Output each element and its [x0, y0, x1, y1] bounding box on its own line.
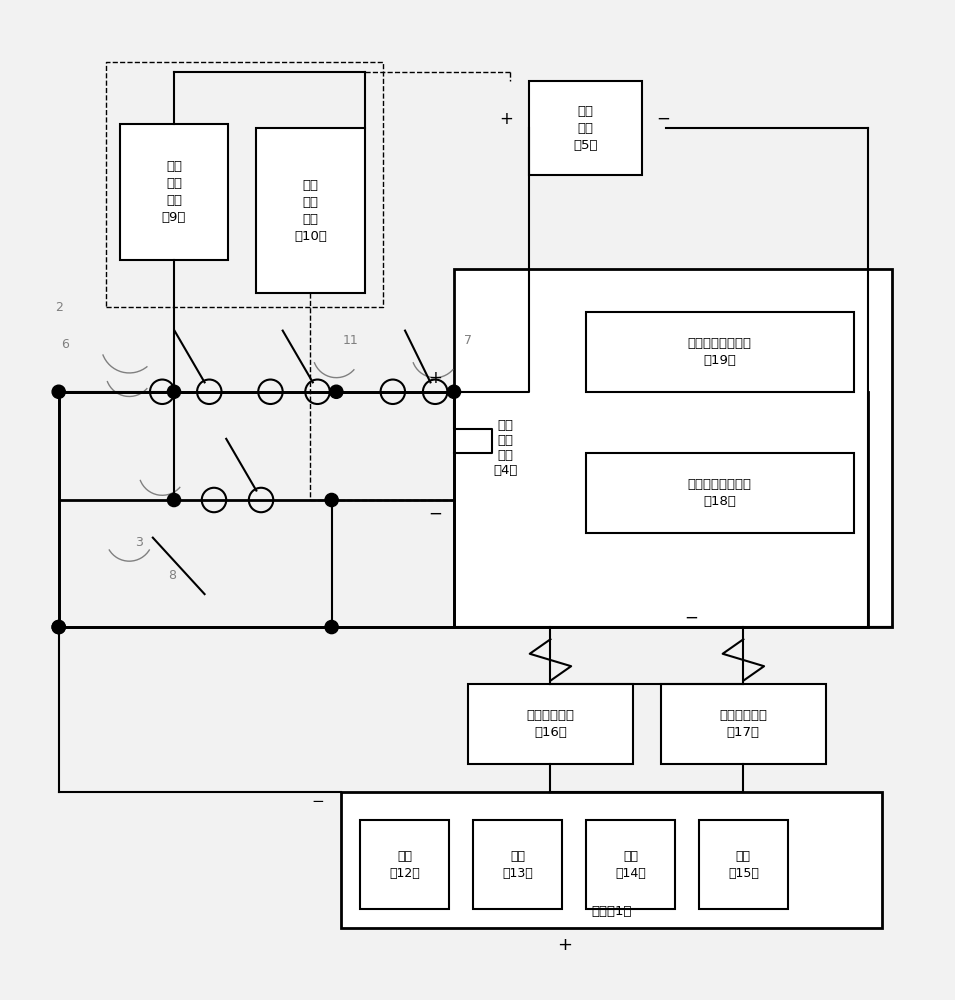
Text: −: − — [428, 505, 442, 523]
Bar — [585, 820, 675, 909]
Text: 整车
控制
模块
（10）: 整车 控制 模块 （10） — [294, 179, 327, 243]
Circle shape — [325, 493, 338, 507]
Bar — [360, 820, 449, 909]
Bar — [120, 124, 228, 260]
Bar — [454, 269, 892, 627]
Bar — [661, 684, 826, 764]
Bar — [585, 312, 854, 392]
Text: 8: 8 — [168, 569, 176, 582]
Text: 钥匙
开关
模块
（9）: 钥匙 开关 模块 （9） — [161, 160, 186, 224]
Bar — [529, 81, 642, 175]
Text: 3: 3 — [135, 536, 142, 549]
Text: 电压差值均衡模块
（18）: 电压差值均衡模块 （18） — [688, 478, 752, 508]
Text: −: − — [685, 609, 698, 627]
Text: −: − — [656, 110, 669, 128]
Text: 7: 7 — [464, 334, 472, 347]
Circle shape — [53, 620, 65, 634]
Text: 电量转移模块
（17）: 电量转移模块 （17） — [719, 709, 768, 739]
Text: +: + — [499, 110, 513, 128]
Circle shape — [329, 385, 343, 398]
Text: 单体
（15）: 单体 （15） — [728, 850, 759, 880]
Text: 单体
（13）: 单体 （13） — [502, 850, 533, 880]
Bar — [473, 820, 562, 909]
Text: 电池（1）: 电池（1） — [591, 905, 632, 918]
Text: 单体
（14）: 单体 （14） — [615, 850, 646, 880]
Circle shape — [53, 620, 65, 634]
Bar — [256, 128, 365, 293]
Text: 单体
（12）: 单体 （12） — [390, 850, 420, 880]
Bar — [341, 792, 882, 928]
Text: 电源
管理
模块
（4）: 电源 管理 模块 （4） — [494, 419, 518, 477]
Circle shape — [53, 385, 65, 398]
Text: 电压采样模块
（16）: 电压采样模块 （16） — [526, 709, 575, 739]
Circle shape — [325, 620, 338, 634]
Bar — [699, 820, 788, 909]
Circle shape — [167, 385, 180, 398]
Text: 低压
负载
（5）: 低压 负载 （5） — [574, 105, 598, 152]
Text: 11: 11 — [343, 334, 358, 347]
Text: +: + — [428, 369, 442, 387]
Circle shape — [167, 493, 180, 507]
Bar — [468, 684, 633, 764]
Text: 6: 6 — [61, 338, 69, 351]
Text: −: − — [311, 794, 324, 809]
Text: 容量差值均衡模块
（19）: 容量差值均衡模块 （19） — [688, 337, 752, 367]
Circle shape — [447, 385, 460, 398]
Text: 2: 2 — [54, 301, 63, 314]
Bar — [585, 453, 854, 533]
Bar — [58, 392, 454, 627]
Text: +: + — [557, 936, 572, 954]
